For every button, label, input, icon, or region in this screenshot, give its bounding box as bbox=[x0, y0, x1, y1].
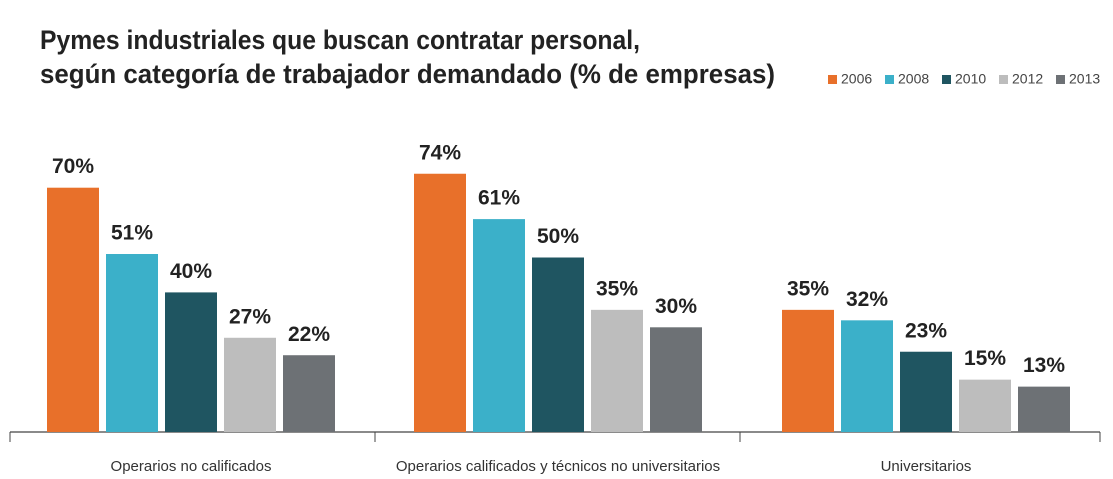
legend-label: 2008 bbox=[898, 71, 929, 87]
value-label: 40% bbox=[170, 260, 212, 283]
x-tick-label: Universitarios bbox=[881, 458, 972, 475]
bar bbox=[532, 257, 584, 432]
value-label: 35% bbox=[787, 277, 829, 300]
value-label: 35% bbox=[596, 277, 638, 300]
value-label: 15% bbox=[964, 347, 1006, 370]
value-label: 13% bbox=[1023, 354, 1065, 377]
value-label: 27% bbox=[229, 305, 271, 328]
bar bbox=[47, 187, 99, 432]
bar bbox=[900, 351, 952, 432]
legend-label: 2006 bbox=[841, 71, 872, 87]
legend-label: 2012 bbox=[1012, 71, 1043, 87]
bar bbox=[591, 309, 643, 432]
bar bbox=[165, 292, 217, 432]
bar bbox=[959, 379, 1011, 432]
bar bbox=[473, 219, 525, 432]
value-label: 70% bbox=[52, 155, 94, 178]
x-tick-label: Operarios calificados y técnicos no univ… bbox=[396, 458, 720, 475]
chart-title: según categoría de trabajador demandado … bbox=[40, 59, 775, 89]
bar bbox=[414, 173, 466, 433]
bar bbox=[106, 254, 158, 432]
value-label: 22% bbox=[288, 323, 330, 346]
legend-swatch bbox=[828, 75, 837, 84]
bar bbox=[224, 337, 276, 432]
value-label: 51% bbox=[111, 222, 153, 245]
legend-swatch bbox=[999, 75, 1008, 84]
bar bbox=[1018, 386, 1070, 432]
legend-label: 2010 bbox=[955, 71, 986, 87]
legend-swatch bbox=[885, 75, 894, 84]
value-label: 74% bbox=[419, 141, 461, 164]
legend-label: 2013 bbox=[1069, 71, 1100, 87]
chart-title: Pymes industriales que buscan contratar … bbox=[40, 25, 640, 55]
value-label: 50% bbox=[537, 225, 579, 248]
legend-swatch bbox=[942, 75, 951, 84]
bar bbox=[782, 309, 834, 432]
value-label: 32% bbox=[846, 288, 888, 311]
x-tick-label: Operarios no calificados bbox=[111, 458, 272, 475]
bar bbox=[283, 355, 335, 432]
bar bbox=[650, 327, 702, 432]
value-label: 23% bbox=[905, 319, 947, 342]
value-label: 30% bbox=[655, 295, 697, 318]
legend-swatch bbox=[1056, 75, 1065, 84]
bar bbox=[841, 320, 893, 432]
value-label: 61% bbox=[478, 187, 520, 210]
